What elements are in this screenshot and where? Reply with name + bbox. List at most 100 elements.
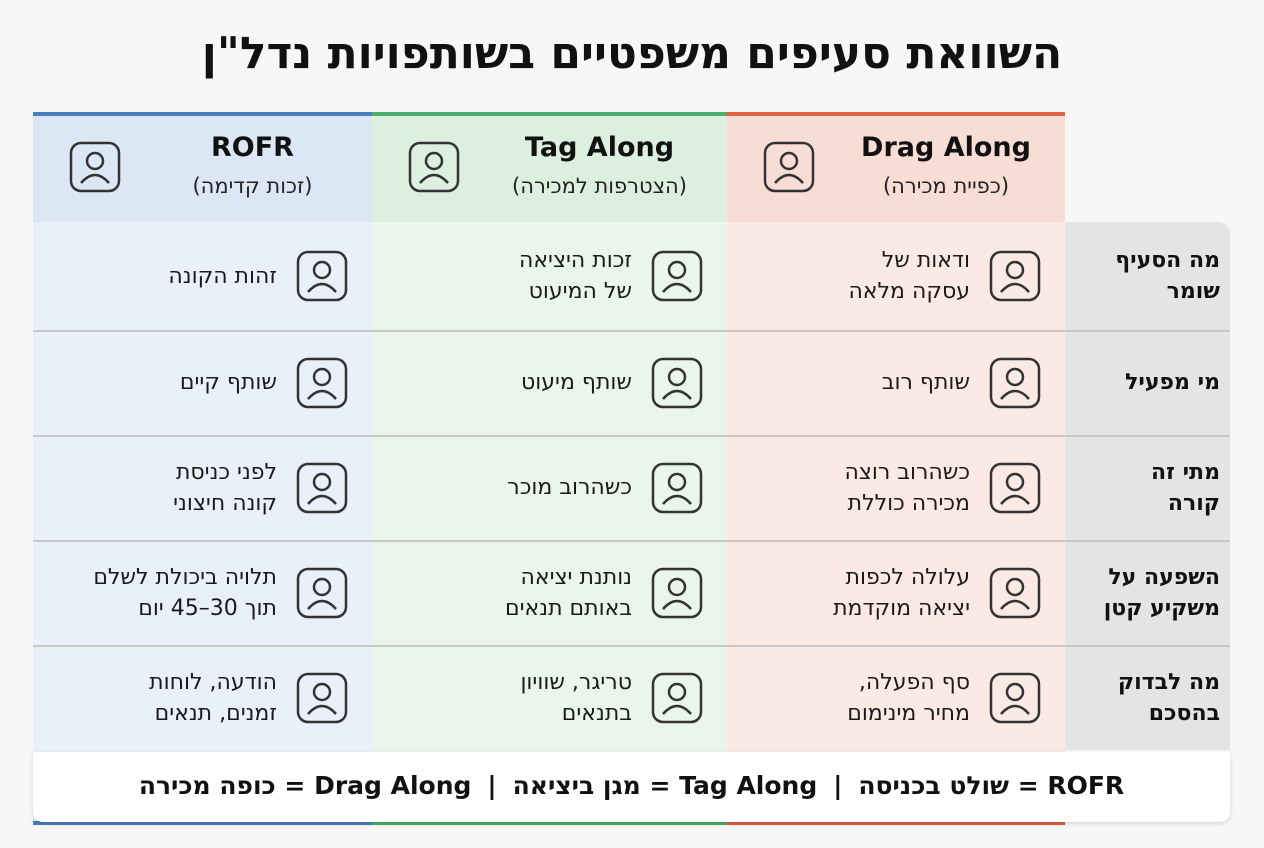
text-line: טריגר, שוויון	[520, 669, 632, 695]
icon-shape	[296, 357, 348, 408]
label-column-bg	[1065, 222, 1230, 750]
column-title: Drag Along	[861, 132, 1031, 163]
text-line: בתנאים	[561, 700, 632, 726]
cell-text: ודאות של עסקה מלאה	[737, 245, 970, 307]
icon-shape	[408, 141, 460, 193]
icon-shape	[296, 462, 348, 513]
row-label: מתי זה קורה	[1075, 457, 1220, 519]
column-subtitle: (הצטרפות למכירה)	[512, 174, 687, 198]
icon	[763, 141, 815, 193]
text-line: מי מפעיל	[1125, 370, 1220, 395]
icon-shape	[80, 173, 110, 184]
icon-shape	[662, 282, 692, 293]
icon	[651, 672, 703, 723]
icon-shape	[1005, 577, 1025, 596]
text-line: מכירה כוללת	[847, 490, 970, 516]
text-line: כשהרוב רוצה	[844, 459, 970, 485]
icon	[989, 462, 1041, 513]
icon-shape	[651, 250, 703, 302]
text-line: זמנים, תנאים	[154, 700, 277, 726]
text-line: מתי זה	[1150, 459, 1220, 485]
text-line: ודאות של	[881, 248, 970, 273]
icon-shape	[312, 472, 332, 491]
cell-text: לפני כניסת קונה חיצוני	[43, 457, 277, 519]
icon-shape	[1000, 389, 1030, 400]
column-title: Tag Along	[524, 132, 675, 163]
text-line: סף הפעלה,	[858, 669, 970, 695]
row-divider	[33, 330, 1230, 332]
text-line: תוך 30–45 יום	[138, 595, 277, 621]
separator: |	[487, 771, 497, 800]
icon-shape	[1000, 599, 1030, 610]
icon-shape	[312, 682, 332, 701]
icon	[296, 250, 348, 302]
icon-shape	[662, 494, 692, 505]
icon-shape	[69, 141, 121, 193]
icon-shape	[307, 494, 337, 505]
text-line: הודעה, לוחות	[149, 669, 277, 695]
column-subtitle: (כפיית מכירה)	[882, 174, 1010, 198]
text-line: שותף קיים	[179, 370, 277, 395]
icon	[989, 250, 1041, 302]
text-line: שומר	[1166, 279, 1220, 304]
column-bottom-bar	[372, 821, 727, 825]
cell-text: עלולה לכפות יציאה מוקדמת	[737, 562, 970, 624]
text-line: באותם תנאים	[505, 595, 632, 621]
row-divider	[33, 540, 1230, 542]
icon-shape	[296, 672, 348, 723]
row-divider	[33, 645, 1230, 647]
icon-shape	[1000, 282, 1030, 293]
icon-shape	[989, 462, 1041, 513]
icon-shape	[312, 367, 332, 386]
footer-item: ROFR = שולט בכניסה	[858, 771, 1125, 800]
cell-text: שותף רוב	[737, 367, 970, 398]
icon	[651, 462, 703, 513]
icon	[651, 250, 703, 302]
row-label: מי מפעיל	[1075, 367, 1220, 398]
icon	[408, 141, 460, 193]
cell-text: תלויה ביכולת לשלם תוך 30–45 יום	[43, 562, 277, 624]
icon-shape	[1005, 472, 1025, 491]
icon-shape	[1005, 682, 1025, 701]
cell-text: זהות הקונה	[43, 261, 277, 292]
icon	[296, 672, 348, 723]
column-bottom-bar	[727, 821, 1065, 825]
icon	[296, 357, 348, 408]
icon-shape	[763, 141, 815, 193]
text-line: שותף רוב	[881, 370, 970, 395]
icon-shape	[667, 367, 687, 386]
icon	[296, 567, 348, 618]
icon-shape	[1000, 704, 1030, 715]
cell-text: נותנת יציאה באותם תנאים	[382, 562, 632, 624]
icon-shape	[779, 151, 799, 171]
text-line: משקיע קטן	[1103, 595, 1220, 621]
icon	[989, 672, 1041, 723]
icon-shape	[651, 462, 703, 513]
text-line: שותף מיעוט	[521, 370, 632, 395]
icon-shape	[662, 704, 692, 715]
footer: ROFR = שולט בכניסה | Tag Along = מגן ביציא…	[33, 771, 1230, 800]
icon-shape	[651, 357, 703, 408]
row-label: מה הסעיף שומר	[1075, 245, 1220, 307]
icon-shape	[667, 260, 687, 280]
icon-shape	[667, 472, 687, 491]
cell-text: שותף מיעוט	[382, 367, 632, 398]
text-line: קורה	[1167, 490, 1220, 516]
icon-shape	[307, 599, 337, 610]
icon	[651, 357, 703, 408]
text-line: מה לבדוק	[1117, 669, 1220, 695]
icon-shape	[312, 260, 332, 280]
icon-shape	[989, 357, 1041, 408]
icon-shape	[774, 173, 804, 184]
icon-shape	[307, 282, 337, 293]
icon-shape	[1005, 260, 1025, 280]
icon-shape	[662, 389, 692, 400]
text-line: כשהרוב מוכר	[507, 475, 632, 500]
text-line: תלויה ביכולת לשלם	[93, 564, 277, 590]
icon-shape	[296, 250, 348, 302]
icon-shape	[989, 672, 1041, 723]
column-bottom-bar	[33, 821, 372, 825]
icon-shape	[1005, 367, 1025, 386]
icon-shape	[651, 567, 703, 618]
icon	[69, 141, 121, 193]
